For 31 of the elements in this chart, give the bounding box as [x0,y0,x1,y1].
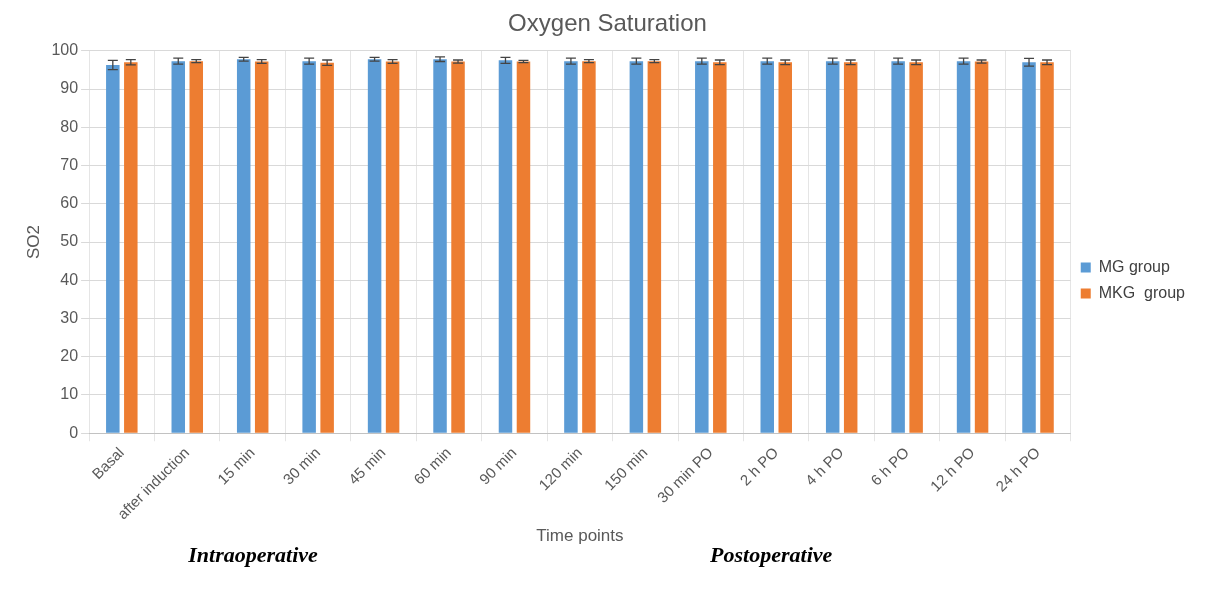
y-tick-label: 70 [60,155,79,173]
legend-label: MKG group [1098,283,1186,301]
y-tick-label: 50 [60,232,79,250]
x-tick-label: 30 min PO [653,443,716,506]
chart-title: Oxygen Saturation [508,9,707,37]
y-tick-label: 30 [60,308,79,326]
x-tick-label: 30 min [279,443,324,488]
legend-label: MG group [1098,257,1170,275]
x-tick-label: 150 min [600,443,651,494]
x-tick-label: 4 h PO [801,443,847,489]
x-tick-label: 2 h PO [736,443,782,489]
y-tick-label: 20 [60,347,79,365]
x-tick-label: 120 min [535,443,585,494]
x-tick-label: 60 min [410,443,455,488]
x-tick-label: 12 h PO [926,443,978,495]
y-axis-title: SO2 [23,225,43,260]
y-tick-label: 90 [60,79,79,97]
y-tick-label: 40 [60,270,79,288]
text: Intraoperative [187,542,319,567]
x-tick-label: 15 min [213,443,258,488]
x-tick-label: 90 min [475,443,520,488]
x-tick-label: 6 h PO [867,443,913,489]
x-axis-title: Time points [536,526,624,546]
x-tick-label: 45 min [344,443,389,488]
y-tick-label: 60 [60,194,79,212]
y-tick-label: 10 [60,385,79,403]
y-tick-label: 0 [69,423,79,441]
text: Postoperative [709,542,833,567]
x-tick-label: 24 h PO [992,443,1044,495]
y-tick-label: 80 [60,117,79,135]
y-tick-label: 100 [51,41,79,59]
